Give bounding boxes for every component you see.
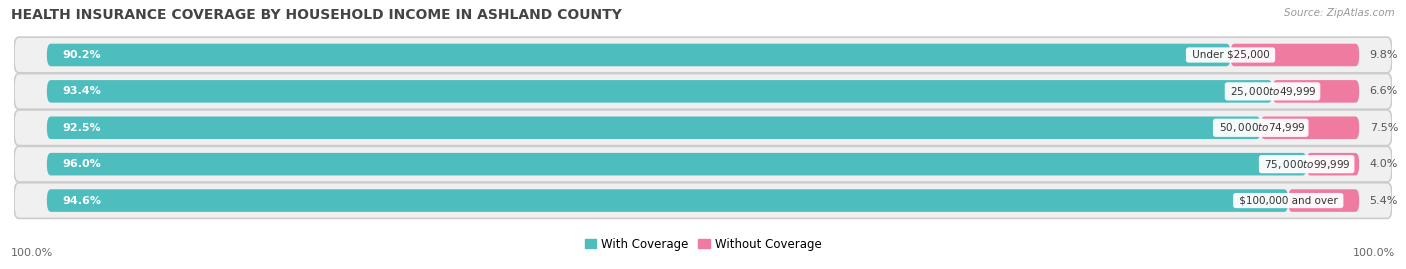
FancyBboxPatch shape <box>46 80 1272 103</box>
FancyBboxPatch shape <box>1261 116 1360 139</box>
Text: 5.4%: 5.4% <box>1369 196 1398 206</box>
Text: 94.6%: 94.6% <box>63 196 101 206</box>
FancyBboxPatch shape <box>14 37 1392 73</box>
FancyBboxPatch shape <box>46 189 1288 212</box>
FancyBboxPatch shape <box>14 146 1392 182</box>
Text: $25,000 to $49,999: $25,000 to $49,999 <box>1227 85 1317 98</box>
FancyBboxPatch shape <box>14 110 1392 146</box>
Text: 93.4%: 93.4% <box>63 86 101 96</box>
Text: 7.5%: 7.5% <box>1369 123 1398 133</box>
FancyBboxPatch shape <box>1272 80 1360 103</box>
Text: 100.0%: 100.0% <box>11 248 53 258</box>
Text: HEALTH INSURANCE COVERAGE BY HOUSEHOLD INCOME IN ASHLAND COUNTY: HEALTH INSURANCE COVERAGE BY HOUSEHOLD I… <box>11 8 621 22</box>
FancyBboxPatch shape <box>1230 44 1360 66</box>
Text: 4.0%: 4.0% <box>1369 159 1398 169</box>
FancyBboxPatch shape <box>1288 189 1360 212</box>
Text: 9.8%: 9.8% <box>1369 50 1398 60</box>
Text: 92.5%: 92.5% <box>63 123 101 133</box>
FancyBboxPatch shape <box>46 44 1230 66</box>
Legend: With Coverage, Without Coverage: With Coverage, Without Coverage <box>579 233 827 256</box>
Text: 100.0%: 100.0% <box>1353 248 1395 258</box>
FancyBboxPatch shape <box>46 153 1306 175</box>
Text: Source: ZipAtlas.com: Source: ZipAtlas.com <box>1284 8 1395 18</box>
Text: $75,000 to $99,999: $75,000 to $99,999 <box>1261 158 1351 171</box>
Text: Under $25,000: Under $25,000 <box>1188 50 1272 60</box>
Text: $100,000 and over: $100,000 and over <box>1236 196 1341 206</box>
Text: 96.0%: 96.0% <box>63 159 101 169</box>
FancyBboxPatch shape <box>1306 153 1360 175</box>
FancyBboxPatch shape <box>46 116 1261 139</box>
Text: 6.6%: 6.6% <box>1369 86 1398 96</box>
Text: 90.2%: 90.2% <box>63 50 101 60</box>
FancyBboxPatch shape <box>14 73 1392 109</box>
FancyBboxPatch shape <box>14 183 1392 218</box>
Text: $50,000 to $74,999: $50,000 to $74,999 <box>1216 121 1306 134</box>
